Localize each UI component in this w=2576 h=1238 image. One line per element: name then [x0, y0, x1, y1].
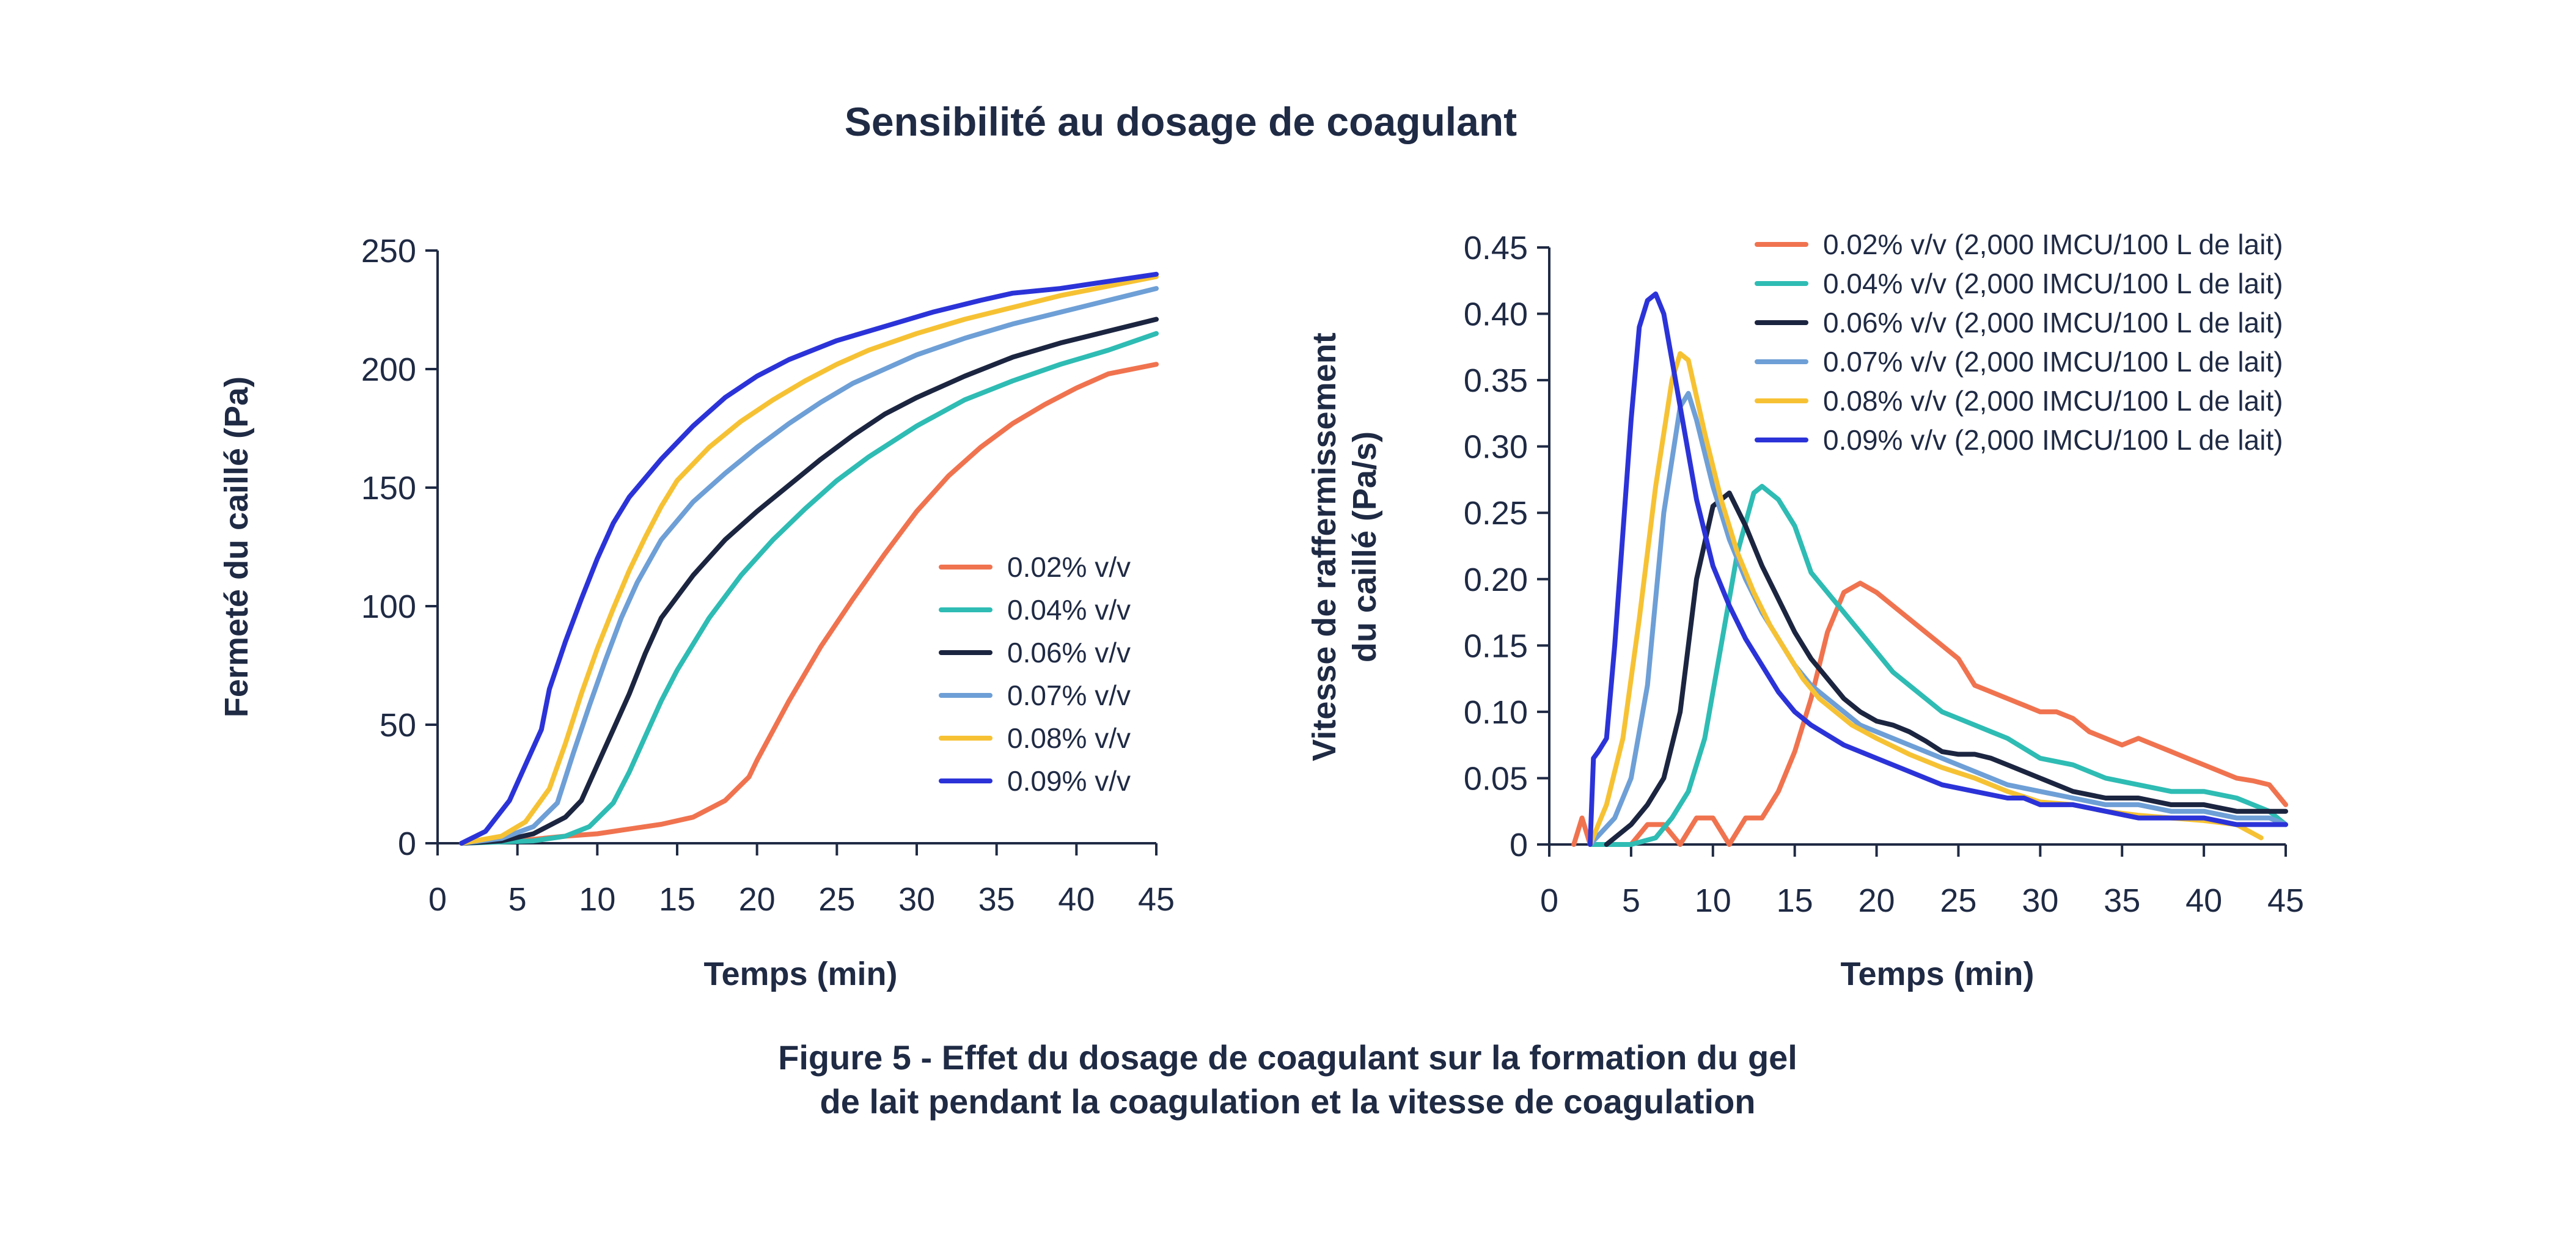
y-tick-label: 0.15 [1464, 628, 1528, 664]
legend-label: 0.02% v/v [1007, 551, 1131, 583]
legend-label: 0.06% v/v [1007, 637, 1131, 668]
x-tick-label: 35 [2104, 882, 2140, 919]
y-axis-label-group: Vitesse de raffermissement du caillé (Pa… [1306, 332, 1383, 761]
legend-label: 0.09% v/v (2,000 IMCU/100 L de lait) [1823, 424, 2283, 456]
legend-label: 0.09% v/v [1007, 765, 1131, 797]
x-tick-label: 30 [898, 881, 935, 918]
y-tick-label: 50 [380, 707, 416, 744]
legend-label: 0.04% v/v (2,000 IMCU/100 L de lait) [1823, 268, 2283, 299]
series-line [459, 274, 1159, 846]
legend-label: 0.07% v/v [1007, 679, 1131, 711]
x-tick-label: 5 [1622, 882, 1640, 919]
x-ticks: 0 5 10 15 20 25 30 35 40 45 [1540, 844, 2304, 919]
figure-caption-line2: de lait pendant la coagulation et la vit… [820, 1082, 1755, 1121]
y-ticks: 0 50 100 150 200 250 [361, 233, 438, 862]
x-axis-label: Temps (min) [703, 956, 897, 992]
y-axis-label: Fermeté du caillé (Pa) [218, 376, 255, 717]
legend-label: 0.04% v/v [1007, 594, 1131, 626]
legend: 0.02% v/v (2,000 IMCU/100 L de lait) 0.04… [1755, 229, 2283, 456]
y-tick-label: 0.35 [1464, 362, 1528, 399]
figure-caption-line1: Figure 5 - Effet du dosage de coagulant … [778, 1038, 1797, 1077]
series-line [1587, 483, 2288, 847]
x-ticks: 0 5 10 15 20 25 30 35 40 45 [428, 843, 1175, 918]
x-tick-label: 25 [1940, 882, 1976, 919]
series-lines [459, 271, 1159, 846]
x-tick-label: 10 [1695, 882, 1731, 919]
y-tick-label: 100 [361, 588, 416, 625]
legend-label: 0.02% v/v (2,000 IMCU/100 L de lait) [1823, 229, 2283, 260]
series-lines [1571, 291, 2288, 847]
x-tick-label: 20 [1859, 882, 1895, 919]
y-axis-label-line2: du caillé (Pa/s) [1346, 431, 1383, 662]
x-tick-label: 35 [978, 881, 1015, 918]
x-tick-label: 20 [739, 881, 776, 918]
series-line [459, 317, 1159, 846]
series-line [1571, 581, 2288, 847]
y-tick-label: 0 [398, 826, 416, 862]
y-tick-label: 0.40 [1464, 296, 1528, 333]
x-tick-label: 45 [2267, 882, 2304, 919]
y-tick-label: 0.20 [1464, 562, 1528, 598]
series-line [459, 271, 1159, 846]
legend-label: 0.08% v/v [1007, 722, 1131, 754]
y-tick-label: 0 [1510, 827, 1528, 863]
x-tick-label: 5 [508, 881, 527, 918]
series-line [1604, 490, 2288, 847]
legend-label: 0.07% v/v (2,000 IMCU/100 L de lait) [1823, 346, 2283, 378]
x-tick-label: 45 [1138, 881, 1175, 918]
x-tick-label: 40 [2185, 882, 2222, 919]
legend: 0.02% v/v 0.04% v/v 0.06% v/v 0.07% v/v 0.08… [939, 551, 1131, 797]
y-tick-label: 0.30 [1464, 429, 1528, 466]
legend-label: 0.08% v/v (2,000 IMCU/100 L de lait) [1823, 385, 2283, 417]
x-tick-label: 10 [579, 881, 615, 918]
y-tick-label: 150 [361, 470, 416, 507]
x-tick-label: 15 [659, 881, 695, 918]
legend-label: 0.06% v/v (2,000 IMCU/100 L de lait) [1823, 307, 2283, 339]
x-tick-label: 25 [818, 881, 855, 918]
series-line [1587, 291, 2288, 847]
series-line [459, 331, 1159, 846]
y-tick-label: 0.25 [1464, 495, 1528, 532]
y-tick-label: 0.45 [1464, 230, 1528, 266]
firming-rate-chart: 0 0.05 0.10 0.15 0.20 0.25 0.30 0.35 0.40 0.45 0 5… [1306, 229, 2304, 992]
x-axis-label: Temps (min) [1840, 956, 2034, 992]
x-tick-label: 15 [1777, 882, 1813, 919]
y-tick-label: 200 [361, 351, 416, 388]
y-ticks: 0 0.05 0.10 0.15 0.20 0.25 0.30 0.35 0.40 0.45 [1464, 230, 1549, 863]
y-axis-label-line1: Vitesse de raffermissement [1306, 332, 1343, 761]
figure-title: Sensibilité au dosage de coagulant [845, 99, 1517, 144]
y-tick-label: 250 [361, 233, 416, 269]
x-tick-label: 40 [1058, 881, 1095, 918]
x-tick-label: 0 [428, 881, 447, 918]
y-tick-label: 0.10 [1464, 694, 1528, 731]
y-tick-label: 0.05 [1464, 760, 1528, 797]
firmness-chart: 0 50 100 150 200 250 0 5 10 15 20 25 30 35 40 45 0.02%… [218, 233, 1175, 992]
x-tick-label: 30 [2022, 882, 2058, 919]
x-tick-label: 0 [1540, 882, 1558, 919]
series-line [459, 362, 1159, 846]
series-line [459, 286, 1159, 846]
